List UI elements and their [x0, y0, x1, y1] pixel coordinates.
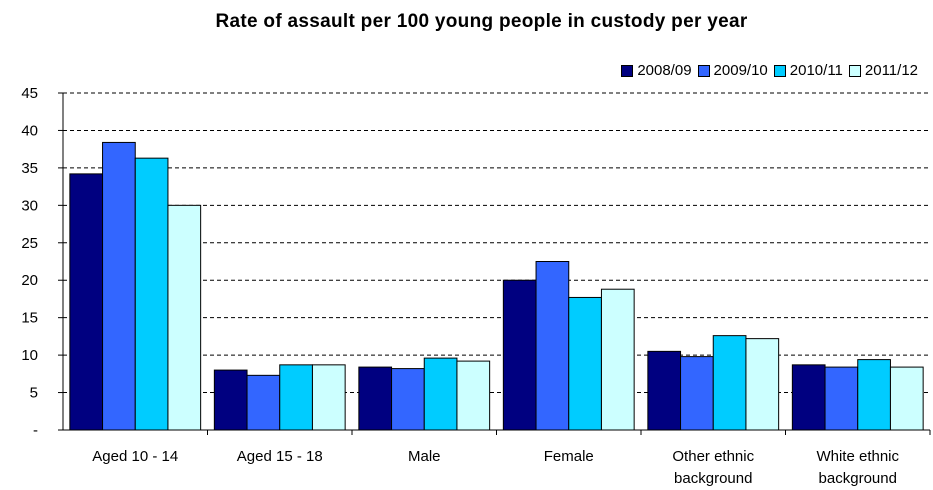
bar-2008-09-1	[213, 369, 248, 431]
legend-label: 2009/10	[713, 62, 768, 79]
bar-2008-09-0	[69, 173, 104, 431]
bar-2008-09-5	[791, 364, 826, 431]
bar-2011-12-3	[600, 288, 635, 431]
y-tick-label: 35	[21, 160, 38, 177]
bar-2010-11-4	[712, 335, 747, 431]
y-tick-label: 20	[21, 272, 38, 289]
legend-label: 2010/11	[789, 62, 843, 79]
legend-item: 2010/11	[773, 62, 843, 79]
bar-2009-10-5	[824, 366, 859, 431]
y-tick-label: 40	[21, 122, 38, 139]
bar-2011-12-1	[311, 364, 346, 431]
legend-swatch	[621, 64, 634, 77]
y-tick-label: 10	[21, 347, 38, 364]
legend-label: 2008/09	[637, 62, 692, 79]
x-category-label: White ethnic	[816, 448, 899, 465]
chart-title: Rate of assault per 100 young people in …	[215, 11, 748, 32]
bar-2008-09-3	[502, 279, 537, 431]
bar-2010-11-0	[134, 157, 169, 431]
legend-item: 2009/10	[697, 62, 768, 79]
bar-2010-11-5	[857, 359, 891, 431]
y-tick-label: -	[33, 422, 38, 439]
y-tick-label: 30	[21, 197, 38, 214]
y-tick-label: 5	[30, 385, 38, 402]
bar-2009-10-3	[535, 261, 570, 431]
legend-swatch	[848, 64, 861, 77]
legend-label: 2011/12	[864, 62, 918, 79]
bar-2010-11-1	[279, 364, 313, 431]
bar-2010-11-2	[423, 357, 458, 431]
bar-2009-10-1	[246, 374, 281, 431]
x-category-label: Female	[544, 448, 594, 465]
legend-swatch	[773, 64, 786, 77]
bar-2008-09-4	[647, 350, 682, 431]
x-category-label: Other ethnic	[672, 448, 754, 465]
legend: 2008/09 2009/10 2010/11 2011/12	[615, 62, 918, 79]
x-category-label: Male	[408, 448, 441, 465]
bar-2011-12-2	[456, 360, 491, 431]
x-category-label: Aged 10 - 14	[92, 448, 178, 465]
legend-item: 2008/09	[621, 62, 692, 79]
y-tick-label: 15	[21, 310, 38, 327]
bar-2009-10-4	[680, 356, 714, 431]
bar-2009-10-2	[391, 368, 425, 431]
y-tick-label: 25	[21, 235, 38, 252]
bar-2011-12-0	[167, 204, 202, 431]
x-category-label: background	[819, 470, 897, 487]
bar-2011-12-5	[889, 366, 924, 431]
legend-item: 2011/12	[848, 62, 918, 79]
bar-2011-12-4	[745, 338, 780, 431]
legend-swatch	[697, 64, 710, 77]
bar-2009-10-0	[102, 141, 136, 431]
bar-2010-11-3	[568, 296, 602, 431]
x-category-label: Aged 15 - 18	[237, 448, 323, 465]
x-category-label: background	[674, 470, 752, 487]
y-tick-label: 45	[21, 85, 38, 102]
bar-2008-09-2	[358, 366, 393, 431]
